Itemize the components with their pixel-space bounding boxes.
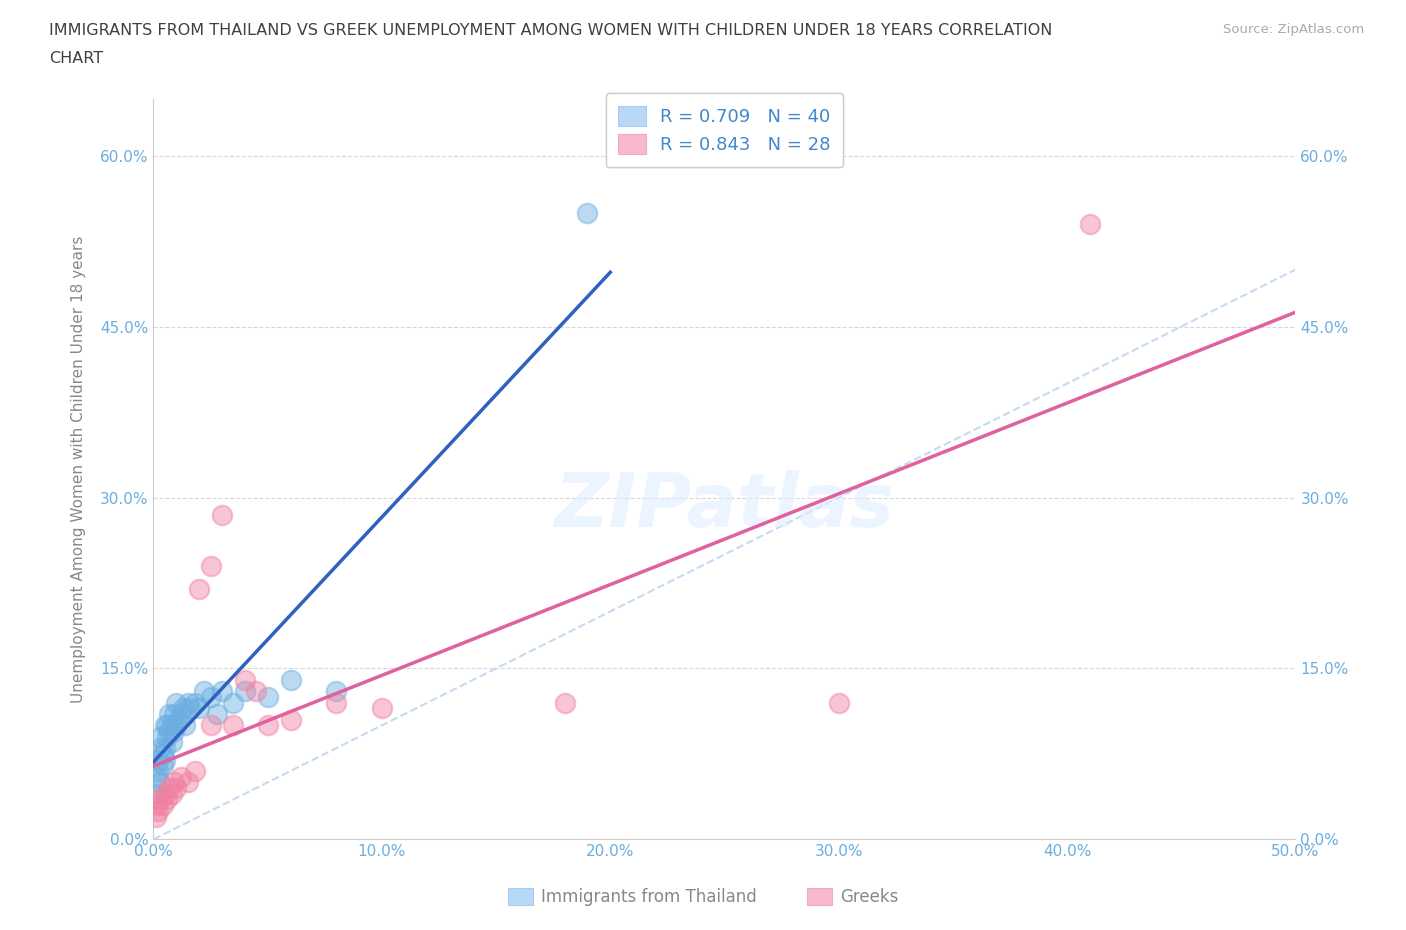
Point	[188, 581, 211, 596]
Point	[554, 695, 576, 710]
Point	[167, 712, 190, 727]
Point	[256, 689, 278, 704]
Point	[159, 724, 181, 738]
Point	[163, 707, 186, 722]
Text: Source: ZipAtlas.com: Source: ZipAtlas.com	[1223, 23, 1364, 36]
Point	[156, 718, 179, 733]
Point	[160, 735, 183, 750]
Point	[172, 701, 194, 716]
Point	[165, 695, 187, 710]
Y-axis label: Unemployment Among Women with Children Under 18 years: Unemployment Among Women with Children U…	[72, 235, 86, 703]
Point	[193, 684, 215, 698]
Point	[179, 701, 201, 716]
Point	[177, 775, 200, 790]
Point	[152, 758, 174, 773]
Point	[149, 729, 172, 744]
Text: ZIPatlas: ZIPatlas	[554, 470, 894, 542]
Point	[153, 787, 176, 802]
Point	[325, 684, 347, 698]
Point	[280, 672, 302, 687]
Point	[165, 718, 187, 733]
Point	[1078, 217, 1101, 232]
Text: CHART: CHART	[49, 51, 103, 66]
Point	[145, 809, 167, 824]
Point	[371, 701, 394, 716]
Point	[233, 684, 256, 698]
Point	[200, 558, 222, 573]
Point	[222, 718, 245, 733]
Point	[207, 707, 229, 722]
Point	[183, 695, 205, 710]
Point	[211, 684, 233, 698]
Point	[827, 695, 849, 710]
Point	[174, 718, 197, 733]
Point	[222, 695, 245, 710]
Point	[200, 718, 222, 733]
Point	[159, 707, 181, 722]
Point	[177, 695, 200, 710]
Point	[156, 729, 179, 744]
Point	[183, 764, 205, 778]
Point	[170, 769, 193, 784]
Point	[576, 206, 599, 220]
Point	[153, 752, 176, 767]
Point	[153, 740, 176, 755]
Point	[145, 798, 167, 813]
Point	[146, 804, 169, 818]
Point	[149, 792, 172, 807]
Point	[152, 747, 174, 762]
Point	[160, 718, 183, 733]
Point	[211, 507, 233, 522]
Point	[163, 775, 186, 790]
Point	[160, 787, 183, 802]
Point	[145, 769, 167, 784]
Point	[145, 787, 167, 802]
Point	[233, 672, 256, 687]
Point	[188, 701, 211, 716]
Point	[165, 780, 187, 795]
Point	[245, 684, 267, 698]
Point	[149, 775, 172, 790]
Point	[156, 792, 179, 807]
Point	[280, 712, 302, 727]
Point	[149, 740, 172, 755]
Text: IMMIGRANTS FROM THAILAND VS GREEK UNEMPLOYMENT AMONG WOMEN WITH CHILDREN UNDER 1: IMMIGRANTS FROM THAILAND VS GREEK UNEMPL…	[49, 23, 1053, 38]
Point	[325, 695, 347, 710]
Point	[153, 718, 176, 733]
Point	[256, 718, 278, 733]
Point	[159, 780, 181, 795]
Legend: Immigrants from Thailand, Greeks: Immigrants from Thailand, Greeks	[501, 881, 905, 912]
Point	[163, 724, 186, 738]
Point	[200, 689, 222, 704]
Point	[152, 798, 174, 813]
Point	[146, 752, 169, 767]
Point	[170, 707, 193, 722]
Legend: R = 0.709   N = 40, R = 0.843   N = 28: R = 0.709 N = 40, R = 0.843 N = 28	[606, 93, 844, 167]
Point	[146, 764, 169, 778]
